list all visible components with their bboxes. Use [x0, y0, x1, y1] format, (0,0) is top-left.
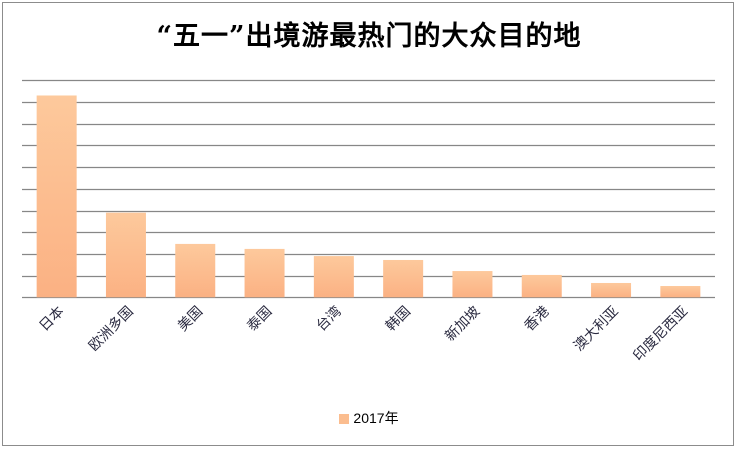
legend-label: 2017年 [353, 410, 399, 426]
bar-澳大利亚 [591, 282, 632, 298]
bar-韩国 [383, 259, 424, 298]
bar-印度尼西亚 [660, 286, 701, 298]
x-tick-label: 欧洲多国 [85, 303, 137, 355]
bar-台湾 [313, 256, 354, 298]
x-tick-label: 澳大利亚 [571, 304, 622, 355]
bar-香港 [521, 274, 562, 298]
legend: 2017年 [0, 408, 738, 428]
x-tick-label: 香港 [521, 304, 552, 335]
bar-日本 [36, 95, 77, 298]
legend-swatch [339, 414, 350, 424]
bar-美国 [175, 243, 216, 298]
x-tick-label: 韩国 [383, 304, 414, 335]
x-tick-label: 新加坡 [442, 304, 483, 345]
x-tick-label: 泰国 [244, 304, 275, 335]
bar-新加坡 [452, 271, 493, 298]
x-tick-label: 印度尼西亚 [630, 304, 691, 365]
chart-title: “五一”出境游最热门的大众目的地 [156, 21, 582, 52]
x-tick-label: 日本 [36, 304, 67, 335]
bar-泰国 [244, 248, 285, 298]
chart-frame [2, 2, 734, 446]
bar-欧洲多国 [105, 212, 146, 298]
x-tick-label: 美国 [175, 304, 206, 335]
x-tick-label: 台湾 [313, 303, 345, 335]
